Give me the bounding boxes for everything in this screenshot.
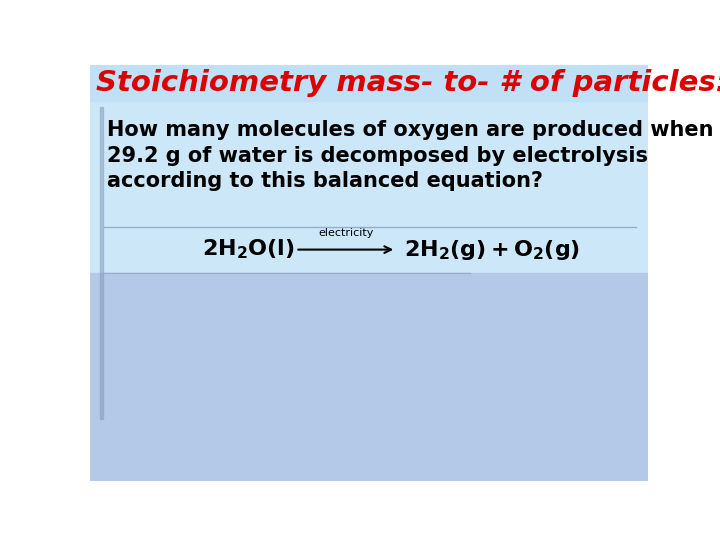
Text: $\mathbf{2H_2O(}$$\mathit{\mathbf{l}}$$\mathbf{)}$: $\mathbf{2H_2O(}$$\mathit{\mathbf{l}}$$\… [202,238,295,261]
Text: electricity: electricity [318,228,374,238]
Text: according to this balanced equation?: according to this balanced equation? [107,171,543,191]
Text: Stoichiometry mass- to- # of particles:: Stoichiometry mass- to- # of particles: [96,69,720,97]
Text: How many molecules of oxygen are produced when: How many molecules of oxygen are produce… [107,120,714,140]
Bar [90,273,648,481]
Text: 29.2 g of water is decomposed by electrolysis: 29.2 g of water is decomposed by electro… [107,146,648,166]
Bar [90,65,648,273]
Bar [100,107,103,419]
Text: $\mathbf{2H_2(}$$\mathit{\mathbf{g}}$$\mathbf{) + O_2(}$$\mathit{\mathbf{g}}$$\m: $\mathbf{2H_2(}$$\mathit{\mathbf{g}}$$\m… [404,238,580,261]
Bar [90,65,648,101]
